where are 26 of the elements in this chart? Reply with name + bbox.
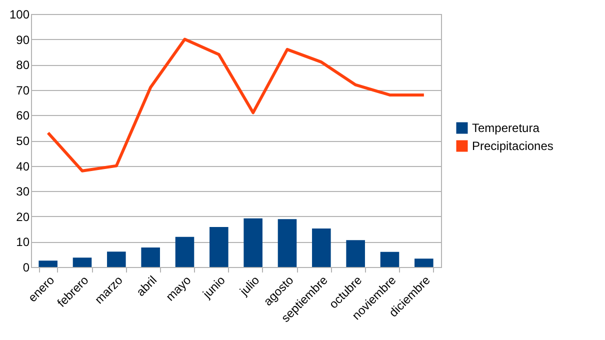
bar	[38, 260, 58, 267]
y-tick-label: 50	[16, 134, 30, 148]
bar	[141, 248, 160, 267]
bar	[278, 219, 297, 267]
y-tick-label: 80	[16, 58, 30, 72]
bar	[244, 218, 262, 267]
y-tick-label: 20	[16, 210, 30, 224]
y-tick-label: 10	[16, 235, 30, 250]
y-tick-label: 90	[16, 32, 30, 47]
bar	[210, 227, 228, 267]
legend-label: Temperetura	[472, 121, 540, 135]
bar	[72, 258, 92, 267]
bar	[175, 236, 194, 267]
legend-label: Precipitaciones	[472, 139, 554, 153]
bar	[107, 252, 126, 267]
bar	[312, 228, 331, 267]
bar	[380, 252, 400, 267]
y-tick-label: 40	[16, 159, 30, 174]
y-tick-label: 60	[16, 108, 30, 123]
y-tick-label: 0	[22, 260, 30, 274]
line-series	[46, 38, 426, 172]
y-tick-label: 100	[9, 8, 30, 22]
bar	[414, 258, 434, 267]
y-tick-label: 70	[16, 83, 30, 98]
y-tick-label: 30	[16, 184, 30, 199]
bar	[346, 240, 365, 267]
